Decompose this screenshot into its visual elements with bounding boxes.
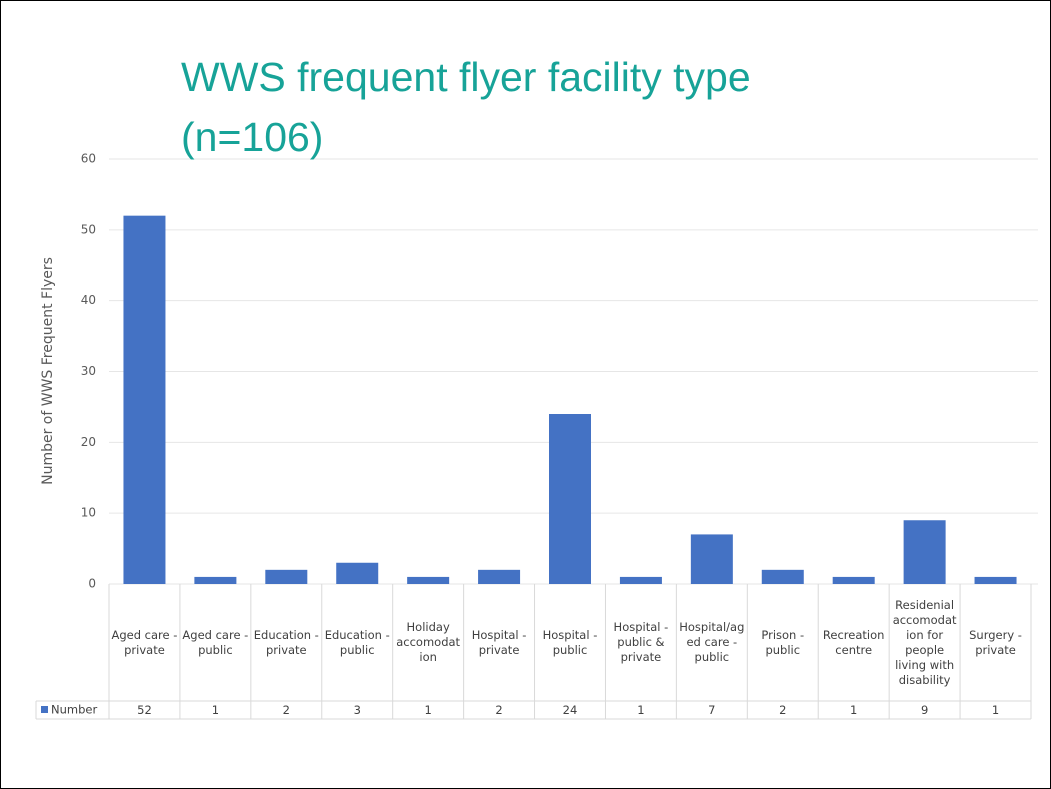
chart-title: WWS frequent flyer facility type (n=106) — [181, 54, 751, 160]
y-tick-label: 40 — [81, 293, 96, 307]
table-value: 24 — [562, 703, 578, 717]
x-tick-label: Education - public — [324, 627, 390, 657]
bar — [974, 576, 1017, 584]
x-tick-label: Surgery - private — [969, 627, 1022, 657]
y-tick-label: 30 — [81, 364, 96, 378]
table-value: 9 — [920, 703, 929, 717]
x-tick-label: Hospital - private — [471, 627, 527, 657]
legend-swatch — [41, 706, 48, 713]
bar — [265, 569, 308, 584]
bar — [832, 576, 875, 584]
bar — [407, 576, 450, 584]
y-tick-label: 10 — [81, 506, 96, 520]
x-tick-label: Hospital/aged care - public — [679, 620, 745, 664]
table-value: 3 — [353, 703, 361, 717]
y-axis-label: Number of WWS Frequent Flyers — [40, 257, 56, 485]
table-value: 1 — [991, 703, 1000, 717]
table-value: 1 — [424, 703, 432, 717]
x-tick-label: Hospital - public — [542, 627, 598, 657]
x-tick-label: Aged care - public — [182, 627, 249, 657]
table-value: 1 — [637, 703, 645, 717]
y-tick-label: 20 — [81, 435, 96, 449]
bar — [194, 576, 237, 584]
x-tick-label: Recreation centre — [822, 627, 885, 657]
legend-label: Number — [51, 703, 97, 717]
bar — [336, 562, 379, 584]
table-value: 2 — [779, 703, 787, 717]
table-value: 2 — [495, 703, 503, 717]
x-tick-label: Prison - public — [761, 627, 805, 657]
table-value: 1 — [211, 703, 220, 717]
table-value: 52 — [137, 703, 152, 717]
bar — [761, 569, 804, 584]
bar — [478, 569, 521, 584]
x-tick-label: Aged care - private — [111, 627, 178, 657]
bar — [903, 520, 946, 584]
x-tick-label: Hospital - public & private — [613, 620, 669, 664]
table-value: 2 — [282, 703, 290, 717]
y-tick-label: 60 — [81, 152, 96, 166]
bar — [619, 576, 662, 584]
table-value: 7 — [708, 703, 716, 717]
table-value: 1 — [850, 703, 858, 717]
y-tick-label: 50 — [81, 222, 96, 236]
bar — [549, 414, 591, 584]
x-tick-label: Education - private — [253, 627, 319, 657]
x-tick-label: Holiday accomodation — [396, 620, 461, 664]
x-tick-label: Residenial accomodation for people livin… — [892, 597, 957, 687]
bar — [123, 215, 166, 584]
y-tick-label: 0 — [88, 577, 96, 591]
bar — [690, 534, 733, 584]
